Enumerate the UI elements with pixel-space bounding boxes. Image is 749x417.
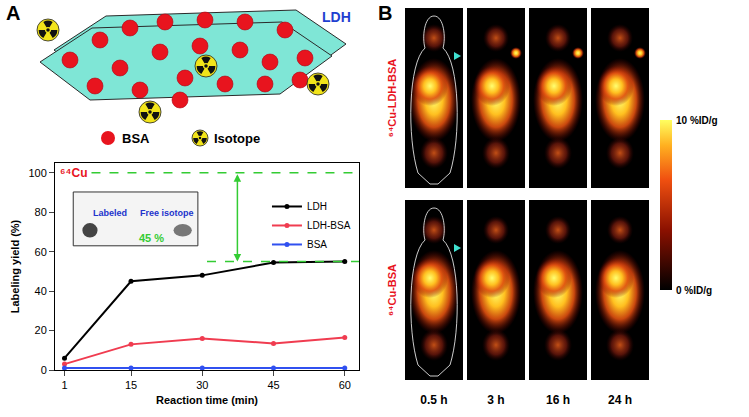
svg-text:45: 45 (267, 379, 279, 391)
svg-text:40: 40 (35, 285, 47, 297)
svg-text:B: B (378, 2, 392, 24)
svg-text:0: 0 (41, 364, 47, 376)
svg-text:LDH: LDH (322, 9, 351, 25)
svg-text:30: 30 (196, 379, 208, 391)
svg-text:0 %ID/g: 0 %ID/g (676, 285, 712, 296)
svg-text:20: 20 (35, 324, 47, 336)
svg-text:60: 60 (339, 379, 351, 391)
svg-text:⁶⁴Cu-LDH-BSA: ⁶⁴Cu-LDH-BSA (386, 59, 398, 137)
svg-text:15: 15 (125, 379, 137, 391)
svg-text:Labeling yield (%): Labeling yield (%) (9, 219, 21, 313)
svg-text:3 h: 3 h (487, 393, 504, 407)
svg-text:Labeled: Labeled (93, 208, 127, 218)
svg-text:10 %ID/g: 10 %ID/g (676, 115, 718, 126)
svg-text:16 h: 16 h (546, 393, 570, 407)
svg-text:LDH-BSA: LDH-BSA (307, 220, 351, 231)
svg-text:LDH: LDH (307, 201, 327, 212)
svg-text:BSA: BSA (122, 131, 150, 146)
svg-text:60: 60 (35, 246, 47, 258)
svg-text:100: 100 (28, 167, 46, 179)
svg-text:A: A (6, 2, 20, 24)
svg-text:0.5 h: 0.5 h (420, 393, 447, 407)
svg-text:Isotope: Isotope (214, 131, 260, 146)
svg-text:Reaction time (min): Reaction time (min) (156, 394, 258, 406)
svg-text:Free isotope: Free isotope (140, 208, 194, 218)
svg-text:45 %: 45 % (139, 232, 164, 244)
svg-text:1: 1 (61, 379, 67, 391)
svg-text:⁶⁴Cu: ⁶⁴Cu (60, 166, 87, 180)
svg-text:80: 80 (35, 206, 47, 218)
svg-text:24 h: 24 h (608, 393, 632, 407)
svg-text:BSA: BSA (307, 239, 327, 250)
svg-text:⁶⁴Cu-BSA: ⁶⁴Cu-BSA (386, 264, 398, 316)
